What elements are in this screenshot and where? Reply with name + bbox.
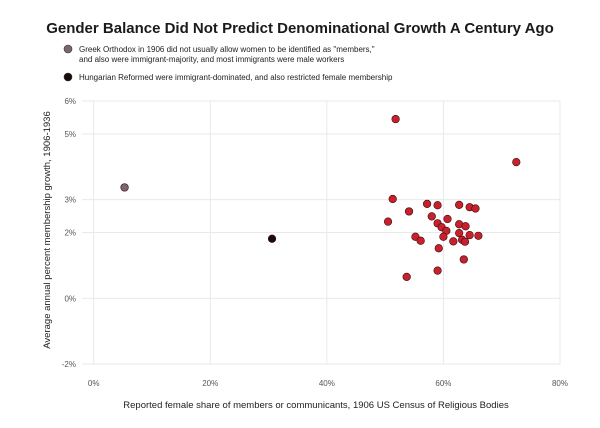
y-axis-label: Average annual percent membership growth… — [42, 111, 53, 348]
data-point — [474, 231, 483, 240]
y-tick-label: 2% — [64, 229, 76, 238]
y-tick-label: 6% — [64, 97, 76, 106]
data-point — [422, 199, 432, 208]
data-point — [267, 234, 277, 243]
legend-text-hungarian-reformed: Hungarian Reformed were immigrant-domina… — [79, 73, 393, 82]
legend-text-greek-orthodox-line1: Greek Orthodox in 1906 did not usually a… — [79, 45, 375, 54]
data-point — [404, 207, 414, 216]
data-point — [416, 236, 425, 245]
data-point — [460, 237, 470, 246]
y-tick-label: 5% — [64, 130, 76, 139]
data-point — [449, 237, 458, 246]
data-point — [433, 201, 442, 210]
data-point — [434, 244, 443, 253]
data-point — [512, 158, 521, 167]
data-point — [383, 217, 393, 226]
x-tick-label: 60% — [435, 379, 451, 388]
data-point — [461, 222, 470, 231]
data-point — [455, 200, 464, 209]
legend: Greek Orthodox in 1906 did not usually a… — [63, 44, 393, 82]
x-tick-label: 0% — [88, 379, 100, 388]
legend-text-greek-orthodox-line2: and also were immigrant-majority, and mo… — [79, 55, 344, 64]
data-point — [120, 183, 129, 192]
y-tick-label: 3% — [64, 196, 76, 205]
y-tick-label: 0% — [64, 294, 76, 303]
gridlines — [82, 100, 561, 365]
legend-marker-hungarian-reformed — [63, 72, 73, 82]
data-point — [459, 255, 468, 264]
data-point — [433, 266, 442, 275]
x-tick-label: 20% — [202, 379, 218, 388]
x-axis-label: Reported female share of members or comm… — [123, 400, 509, 411]
x-tick-label: 80% — [552, 379, 568, 388]
data-point — [402, 272, 411, 281]
data-point — [388, 194, 397, 204]
data-point — [391, 114, 400, 124]
y-tick-label: -2% — [62, 360, 76, 369]
x-axis-ticks: 0% 20% 40% 60% 80% — [88, 379, 568, 388]
y-axis-ticks: -2% 0% 2% 3% 5% 6% — [62, 97, 76, 369]
data-point — [443, 214, 452, 224]
data-point — [427, 212, 436, 221]
data-points — [120, 114, 521, 281]
legend-marker-greek-orthodox — [63, 44, 73, 54]
data-point — [465, 231, 474, 240]
data-point — [439, 232, 448, 241]
chart-title: Gender Balance Did Not Predict Denominat… — [46, 20, 554, 37]
x-tick-label: 40% — [319, 379, 335, 388]
data-point — [471, 204, 480, 213]
